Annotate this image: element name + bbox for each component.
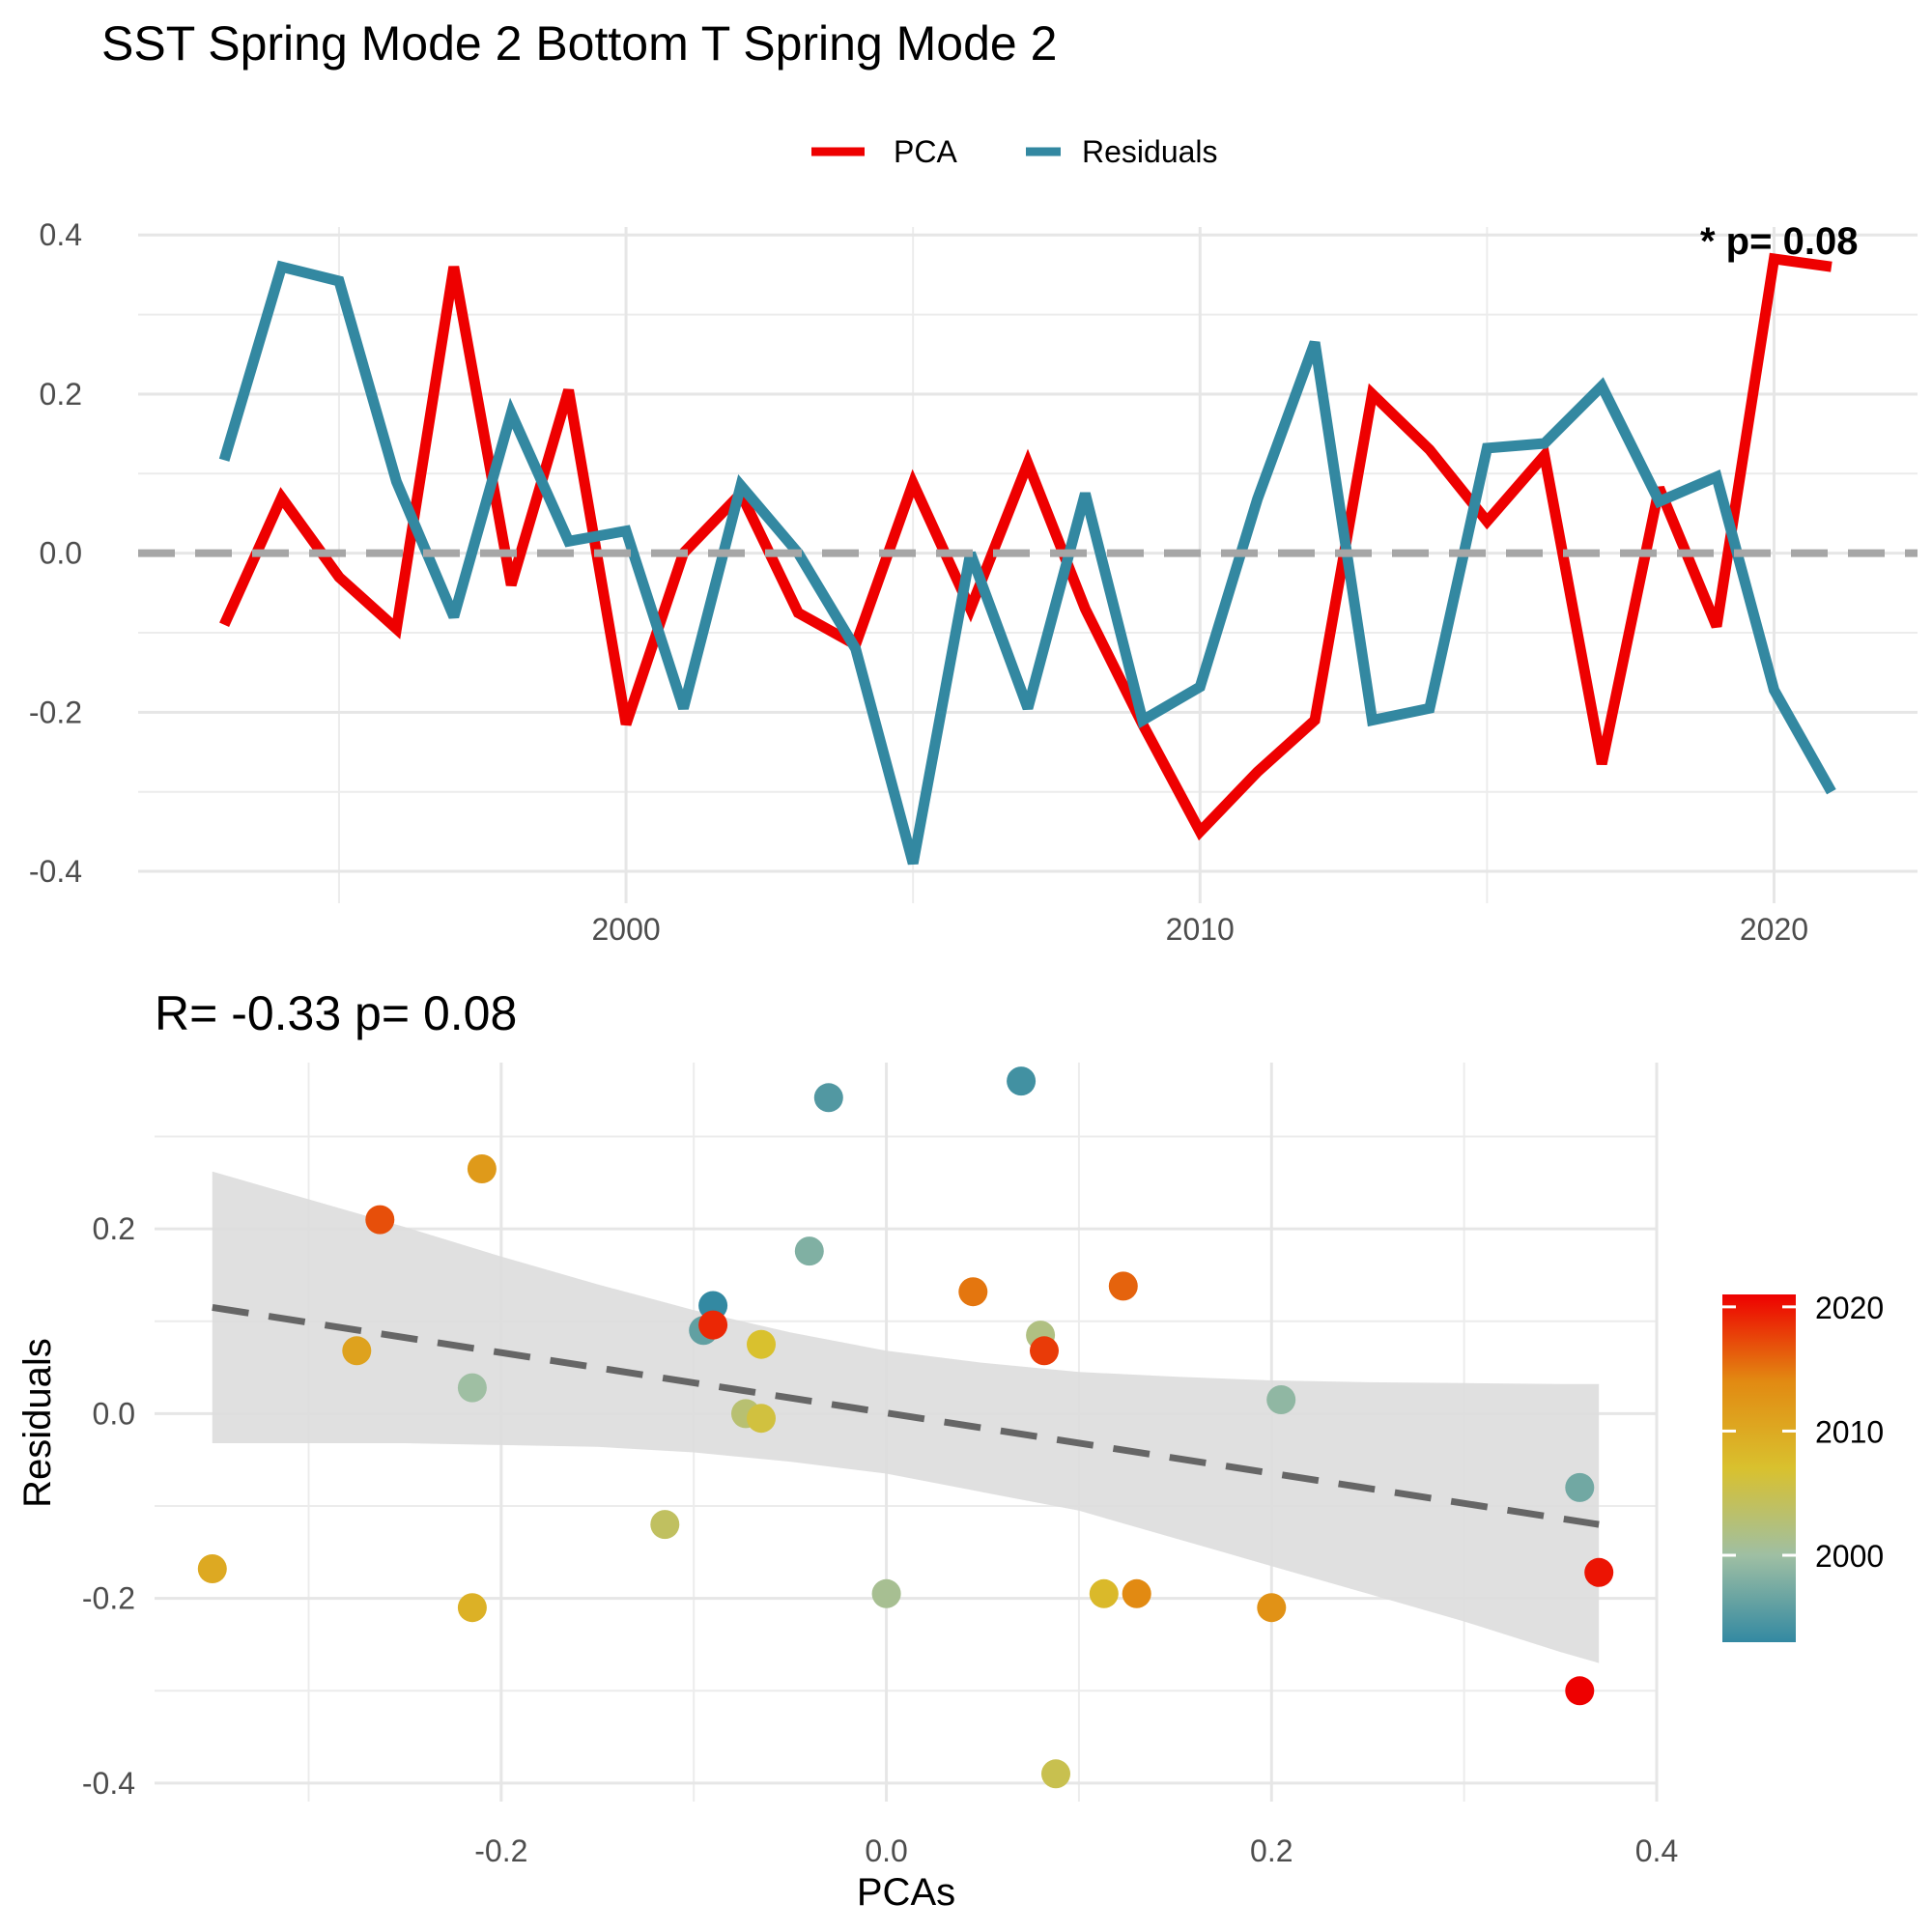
top-y-tick-label: 0.0 — [40, 536, 82, 571]
top-x-tick-label: 2010 — [1166, 912, 1235, 947]
legend-pca-label: PCA — [894, 134, 957, 169]
scatter-point — [813, 1083, 843, 1113]
scatter-y-tick-label: -0.4 — [82, 1766, 135, 1801]
scatter-y-tick-label: -0.2 — [82, 1581, 135, 1616]
scatter-point — [747, 1404, 776, 1434]
top-y-tick-label: 0.2 — [40, 377, 82, 412]
scatter-point — [1108, 1271, 1138, 1301]
scatter-points — [197, 1066, 1614, 1789]
scatter-point — [1041, 1759, 1070, 1789]
scatter-point — [342, 1336, 372, 1366]
scatter-y-tick-label: 0.0 — [93, 1396, 135, 1431]
top-x-tick-label: 2020 — [1740, 912, 1808, 947]
scatter-title: R= -0.33 p= 0.08 — [155, 986, 517, 1040]
series-line-residuals — [218, 260, 1836, 866]
colorbar-label: 2010 — [1815, 1414, 1884, 1449]
top-y-tick-label: 0.4 — [40, 217, 82, 252]
top-y-tick-label: -0.4 — [29, 854, 82, 889]
scatter-point — [457, 1373, 487, 1403]
top-legend: PCA Residuals — [811, 134, 1218, 169]
scatter-point — [747, 1329, 776, 1359]
colorbar-bar — [1722, 1294, 1796, 1642]
scatter-panel: -0.4 -0.2 0.0 0.2 -0.2 0.0 0.2 0.4 — [82, 1063, 1678, 1868]
scatter-xlabel: PCAs — [857, 1871, 955, 1914]
scatter-point — [1565, 1676, 1595, 1706]
legend-residuals-label: Residuals — [1082, 134, 1218, 169]
scatter-x-tick-label: 0.0 — [865, 1833, 907, 1868]
scatter-point — [467, 1154, 497, 1183]
figure-title: SST Spring Mode 2 Bottom T Spring Mode 2 — [101, 16, 1057, 71]
scatter-point — [794, 1236, 824, 1266]
scatter-point — [197, 1554, 227, 1583]
scatter-y-tick-label: 0.2 — [93, 1211, 135, 1246]
scatter-point — [1030, 1336, 1059, 1366]
scatter-point — [871, 1578, 901, 1608]
scatter-point — [650, 1510, 680, 1540]
scatter-point — [1122, 1578, 1151, 1608]
scatter-x-tick-label: -0.2 — [474, 1833, 527, 1868]
scatter-point — [1257, 1593, 1287, 1623]
colorbar-label: 2000 — [1815, 1539, 1884, 1574]
scatter-ylabel: Residuals — [16, 1338, 59, 1508]
scatter-point — [1007, 1066, 1037, 1096]
regression-line — [212, 1303, 1600, 1528]
scatter-x-tick-label: 0.4 — [1635, 1833, 1678, 1868]
scatter-point — [1584, 1557, 1614, 1587]
colorbar-legend: 2020 2010 2000 — [1722, 1291, 1884, 1642]
scatter-point — [365, 1205, 395, 1235]
scatter-point — [698, 1310, 728, 1340]
scatter-point — [1266, 1385, 1296, 1414]
scatter-x-tick-label: 0.2 — [1250, 1833, 1293, 1868]
top-y-tick-label: -0.2 — [29, 695, 82, 729]
scatter-point — [1565, 1472, 1595, 1502]
colorbar-label: 2020 — [1815, 1291, 1884, 1325]
scatter-point — [457, 1593, 487, 1623]
scatter-point — [1089, 1578, 1119, 1608]
scatter-point — [958, 1277, 988, 1307]
top-x-tick-label: 2000 — [591, 912, 660, 947]
series-line-pca — [219, 252, 1833, 841]
